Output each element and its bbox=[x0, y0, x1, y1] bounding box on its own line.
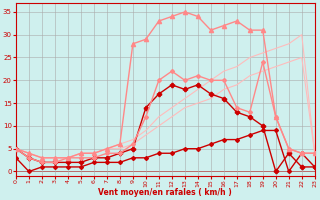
X-axis label: Vent moyen/en rafales ( km/h ): Vent moyen/en rafales ( km/h ) bbox=[99, 188, 232, 197]
